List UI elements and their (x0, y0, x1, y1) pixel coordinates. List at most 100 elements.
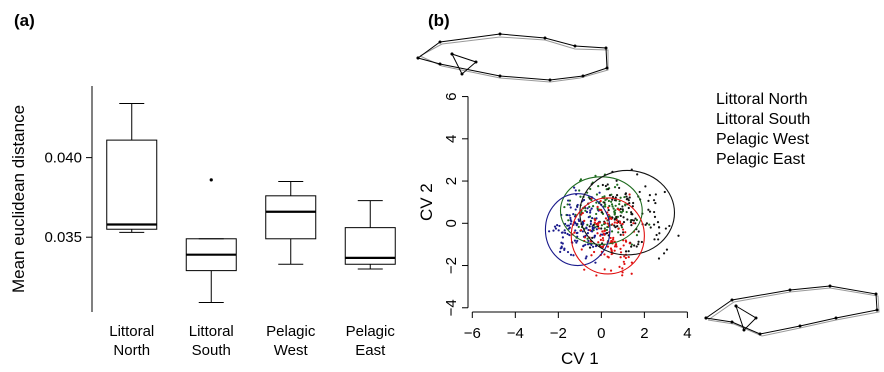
data-point (589, 187, 592, 191)
data-point (649, 226, 652, 229)
data-point (582, 244, 585, 247)
x-tick-label: −4 (507, 325, 524, 342)
data-point (608, 194, 612, 197)
data-point (594, 174, 597, 177)
data-point (600, 211, 604, 214)
data-point (665, 248, 669, 251)
data-point (621, 205, 624, 208)
data-point (627, 199, 630, 202)
data-point (601, 236, 605, 240)
data-point (579, 229, 583, 232)
data-point (588, 229, 592, 232)
data-point (607, 209, 610, 212)
data-point (652, 199, 656, 202)
data-point (619, 214, 622, 217)
data-point (561, 231, 564, 234)
data-point (647, 208, 650, 211)
data-point (589, 220, 593, 223)
data-point (603, 253, 606, 256)
data-point (609, 269, 613, 272)
data-point (600, 209, 603, 212)
data-point (574, 208, 577, 211)
data-point (596, 232, 599, 235)
x-tick-label: Littoral (109, 323, 154, 340)
data-point (677, 234, 680, 237)
data-point (554, 227, 558, 230)
data-point (627, 255, 630, 259)
data-point (628, 193, 631, 196)
data-point (609, 236, 612, 240)
data-point (584, 243, 587, 246)
landmark-point (474, 60, 478, 64)
data-point (573, 239, 577, 242)
data-point (575, 241, 578, 244)
data-point (617, 227, 620, 230)
data-point (632, 201, 635, 205)
data-point (603, 229, 606, 232)
landmark-point (498, 74, 502, 78)
box-iqr (344, 227, 396, 265)
data-point (648, 210, 652, 213)
data-point (652, 223, 656, 226)
data-point (590, 243, 593, 246)
data-point (563, 229, 566, 232)
data-point (615, 245, 618, 248)
panel-a-label: (a) (14, 11, 35, 30)
data-point (563, 248, 566, 251)
data-point (575, 222, 578, 225)
data-point (630, 223, 633, 227)
data-point (590, 254, 593, 257)
data-point (568, 233, 571, 237)
data-point (595, 228, 598, 231)
data-point (619, 233, 622, 236)
data-point (656, 221, 660, 224)
landmark-point (734, 304, 738, 308)
data-point (580, 213, 583, 216)
data-point (564, 231, 567, 234)
data-point (602, 239, 605, 242)
data-point (636, 173, 639, 176)
landmark-point (604, 46, 608, 50)
data-point (630, 245, 633, 248)
box-iqr (265, 195, 317, 240)
data-point (621, 267, 624, 270)
data-point (581, 211, 584, 215)
data-point (583, 219, 586, 222)
data-point (556, 224, 559, 227)
data-point (593, 234, 596, 237)
data-point (610, 230, 614, 233)
data-point (592, 224, 595, 227)
data-point (577, 225, 580, 228)
data-point (619, 247, 622, 250)
data-point (630, 243, 634, 246)
x-tick-label: Littoral (189, 323, 234, 340)
data-point (608, 204, 611, 208)
landmark-point (730, 298, 734, 302)
data-point (624, 193, 627, 196)
data-point (569, 222, 572, 226)
y-tick-label: 2 (443, 177, 460, 185)
data-point (585, 210, 589, 214)
data-point (597, 227, 601, 230)
landmark-point (416, 56, 420, 60)
data-point (613, 224, 616, 227)
data-point (552, 229, 555, 232)
data-point (560, 245, 563, 248)
data-point (591, 216, 594, 220)
data-point (596, 205, 599, 208)
y-tick-label: 0.035 (44, 229, 82, 246)
x-tick-label: Pelagic (266, 323, 316, 340)
data-point (595, 217, 598, 220)
outlier-point (209, 178, 213, 182)
data-point (599, 238, 603, 241)
landmark-shape-positive-cv2 (417, 33, 608, 81)
landmark-point (834, 316, 838, 320)
landmark-point (754, 316, 758, 320)
data-point (568, 226, 571, 229)
data-point (623, 195, 626, 199)
data-point (613, 221, 616, 224)
data-point (668, 224, 671, 228)
data-point (625, 210, 628, 214)
data-point (623, 262, 626, 266)
